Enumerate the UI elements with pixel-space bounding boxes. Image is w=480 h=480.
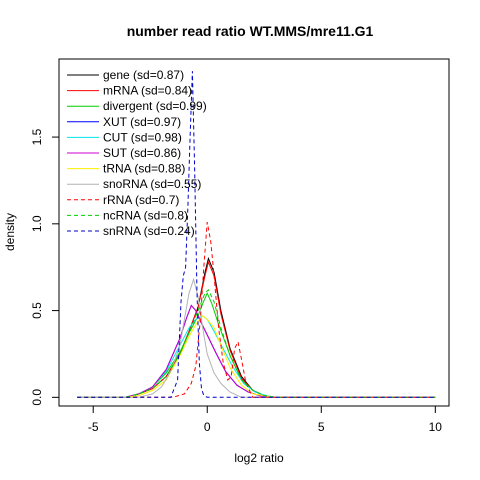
x-tick-label: -5	[88, 420, 99, 434]
x-tick-label: 10	[429, 420, 443, 434]
series-line-3	[77, 304, 436, 398]
legend-entry: SUT (sd=0.86)	[103, 146, 181, 160]
series-line-0	[77, 256, 436, 398]
y-tick-label: 1.5	[30, 128, 44, 145]
legend-entry: divergent (sd=0.99)	[103, 99, 207, 113]
series-lines	[77, 71, 436, 398]
series-line-10	[77, 71, 436, 398]
legend-entry: mRNA (sd=0.84)	[103, 84, 192, 98]
series-line-1	[77, 260, 436, 398]
legend-entry: CUT (sd=0.98)	[103, 130, 182, 144]
legend-entry: ncRNA (sd=0.8)	[103, 208, 188, 222]
legend-entry: snoRNA (sd=0.55)	[103, 177, 201, 191]
legend-entry: snRNA (sd=0.24)	[103, 224, 195, 238]
x-tick-label: 0	[204, 420, 211, 434]
legend-entry: tRNA (sd=0.88)	[103, 162, 185, 176]
y-axis-label: density	[3, 213, 17, 251]
y-tick-label: 1.0	[30, 215, 44, 232]
series-line-7	[77, 277, 436, 398]
chart-title: number read ratio WT.MMS/mre11.G1	[127, 23, 374, 39]
y-axis: 0.0 0.5 1.0 1.5	[30, 128, 60, 406]
series-line-2	[77, 291, 436, 398]
series-line-9	[77, 288, 436, 398]
series-line-6	[77, 315, 436, 398]
legend: gene (sd=0.87) mRNA (sd=0.84)divergent (s…	[67, 68, 207, 238]
x-axis: -5 0 5 10	[88, 405, 443, 434]
legend-entry: rRNA (sd=0.7)	[103, 193, 179, 207]
legend-entry: XUT (sd=0.97)	[103, 115, 181, 129]
legend-entry: gene (sd=0.87)	[103, 68, 184, 82]
series-line-4	[77, 315, 436, 398]
series-line-5	[77, 304, 436, 398]
y-tick-label: 0.0	[30, 389, 44, 406]
y-tick-label: 0.5	[30, 302, 44, 319]
x-axis-label: log2 ratio	[234, 451, 284, 465]
series-line-8	[77, 222, 436, 398]
x-tick-label: 5	[318, 420, 325, 434]
